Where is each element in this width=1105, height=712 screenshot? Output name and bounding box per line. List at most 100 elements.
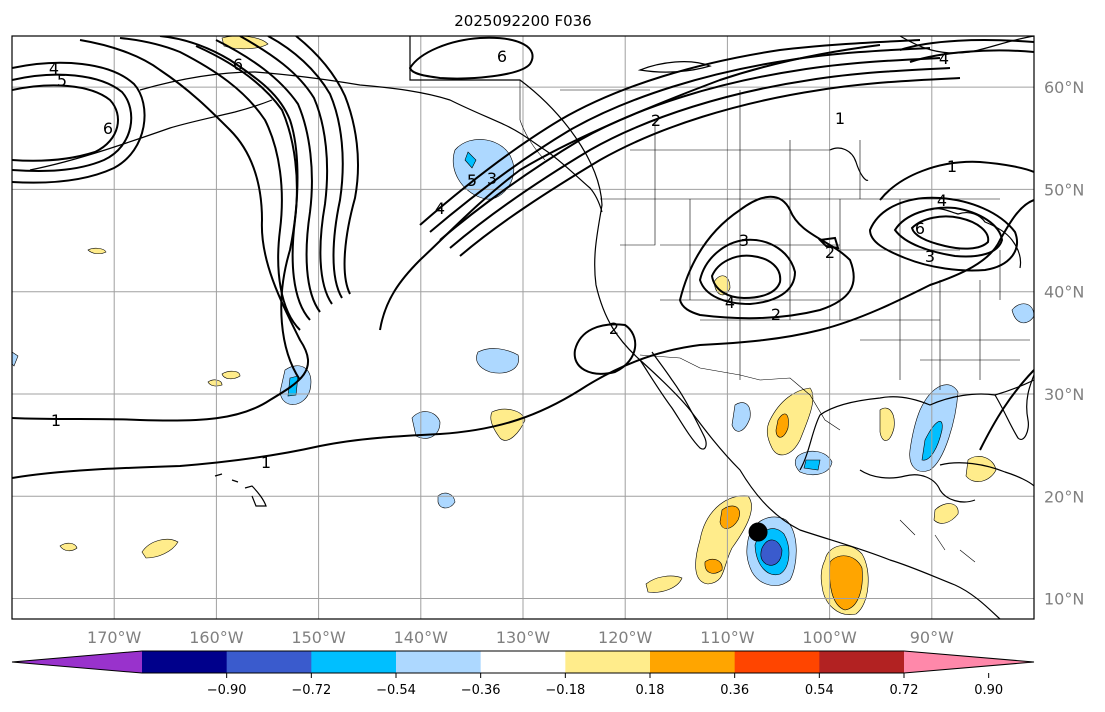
contour-label: 6 — [497, 47, 507, 66]
contour-label: 6 — [915, 219, 925, 238]
anomaly-area-epac-3-core — [829, 555, 863, 611]
colorbar-extend-low — [12, 651, 142, 673]
political-borders — [519, 80, 1030, 563]
latitude-label: 40°N — [1044, 283, 1084, 302]
colorbar-tick-label: 0.90 — [974, 683, 1003, 698]
latitude-labels: 10°N 20°N 30°N 40°N 50°N 60°N — [1044, 78, 1084, 608]
plot-title: 2025092200 F036 — [454, 12, 591, 30]
contour-label: 2 — [825, 243, 835, 262]
colorbar-extend-high — [904, 651, 1034, 673]
contour-1-east — [979, 369, 1034, 451]
anomaly-area-epac-2-core — [760, 539, 783, 566]
anomaly-area-dateline-5 — [87, 247, 107, 255]
contour-labels: 1 1 1 1 2 2 2 2 3 3 3 4 4 4 4 4 5 5 6 6 — [49, 47, 957, 472]
contour-label: 4 — [939, 49, 949, 68]
border-us-mexico — [639, 354, 841, 431]
contour-3-plains — [698, 238, 797, 306]
latitude-label: 50°N — [1044, 180, 1084, 199]
border-central-america — [899, 519, 976, 563]
storm-marker — [748, 522, 768, 542]
coastline-hawaii — [214, 473, 267, 507]
colorbar-segment — [226, 651, 312, 673]
anomaly-area-epac-4 — [645, 575, 683, 593]
anomaly-area-gulf-alaska-core — [464, 151, 477, 169]
anomaly-area-subtropic-3 — [476, 348, 519, 374]
colorbar-tick-label: 0.18 — [636, 683, 665, 698]
contour-label: 1 — [261, 453, 271, 472]
contour-jet-4 — [239, 36, 333, 305]
coastline-florida — [994, 374, 1034, 440]
anomaly-area-dateline-4 — [207, 379, 223, 387]
anomaly-area-dateline-1 — [141, 539, 179, 559]
longitude-label: 110°W — [700, 628, 755, 647]
coastline-alaska — [139, 71, 603, 213]
longitude-label: 90°W — [910, 628, 954, 647]
anomaly-area-mexico-1 — [766, 387, 814, 456]
coastline-baja — [639, 351, 707, 450]
longitude-label: 120°W — [598, 628, 653, 647]
contour-label: 5 — [57, 71, 67, 90]
anomaly-area-west-edge — [12, 351, 19, 367]
contour-label: 2 — [609, 319, 619, 338]
anomaly-area-gulf-1 — [879, 407, 895, 441]
colorbar-segment — [142, 651, 228, 673]
contour-label: 3 — [487, 169, 497, 188]
contour-lobe-west-3 — [12, 61, 146, 184]
colorbar-segment — [396, 651, 482, 673]
contour-label: 4 — [49, 59, 59, 78]
colorbar-tick-label: −0.90 — [207, 683, 247, 698]
border-canada-provinces — [560, 89, 861, 199]
contour-label: 1 — [835, 109, 845, 128]
anomaly-area-epac-1-core-a — [719, 505, 740, 529]
longitude-label: 100°W — [802, 628, 857, 647]
colorbar-segment — [819, 651, 905, 673]
anomaly-area-east-1 — [1011, 303, 1034, 324]
latitude-label: 10°N — [1044, 590, 1084, 609]
colorbar-tick-label: 0.72 — [890, 683, 919, 698]
contour-jet-6 — [295, 36, 359, 295]
colorbar-tick-label: −0.36 — [461, 683, 501, 698]
colorbar-segment — [650, 651, 736, 673]
contour-label: 2 — [651, 111, 661, 130]
contour-north-cap — [408, 36, 534, 80]
coastline-yucatan — [859, 469, 976, 503]
map-frame — [11, 35, 1035, 620]
contour-label: 3 — [925, 247, 935, 266]
contour-jet-ne-1 — [419, 39, 921, 226]
anomaly-area-mexico-1-core — [775, 413, 789, 438]
contour-jet-ne-4 — [449, 67, 951, 249]
contour-2-pacific — [379, 44, 881, 331]
contour-2-west — [573, 323, 637, 375]
coastline-gulf-mexico — [799, 379, 1034, 471]
colorbar-segment — [565, 651, 651, 673]
contour-label: 4 — [937, 191, 947, 210]
anomaly-area-mexico-2-core — [803, 459, 821, 471]
anomaly-area-baja-1 — [731, 402, 751, 432]
contour-jet-3 — [215, 39, 321, 313]
contour-1-trop — [12, 199, 1034, 479]
coastline-north-america-west — [409, 36, 1001, 619]
coastline-hudson — [829, 147, 869, 181]
coastline-cuba — [939, 462, 1034, 487]
longitude-label: 150°W — [291, 628, 346, 647]
contour-jet-5 — [267, 36, 344, 299]
coastline-aleutians — [29, 99, 273, 171]
colorbar-tick-label: 0.36 — [720, 683, 749, 698]
contour-label: 2 — [771, 305, 781, 324]
colorbar-tick-label: 0.54 — [805, 683, 834, 698]
longitude-label: 140°W — [394, 628, 449, 647]
anomaly-area-cuba-1 — [965, 456, 997, 482]
contour-jet-2 — [195, 45, 311, 321]
colorbar-segment — [480, 651, 566, 673]
contour-4-east — [893, 206, 1004, 258]
contour-label: 4 — [725, 293, 735, 312]
contour-jet-ne-2 — [429, 47, 931, 233]
longitude-label: 130°W — [496, 628, 551, 647]
longitude-labels: 170°W 160°W 150°W 140°W 130°W 120°W 110°W 100°W… — [87, 628, 954, 647]
anomaly-area-dateline-3 — [221, 370, 241, 380]
colorbar-tick-label: −0.54 — [376, 683, 416, 698]
map-panel: 1 1 1 1 2 2 2 2 3 3 3 4 4 4 4 4 5 5 6 6 — [11, 35, 1084, 647]
contour-ne-corner-2 — [909, 49, 1034, 63]
shaded-anomalies — [12, 36, 1034, 615]
contour-2-central — [817, 236, 840, 250]
